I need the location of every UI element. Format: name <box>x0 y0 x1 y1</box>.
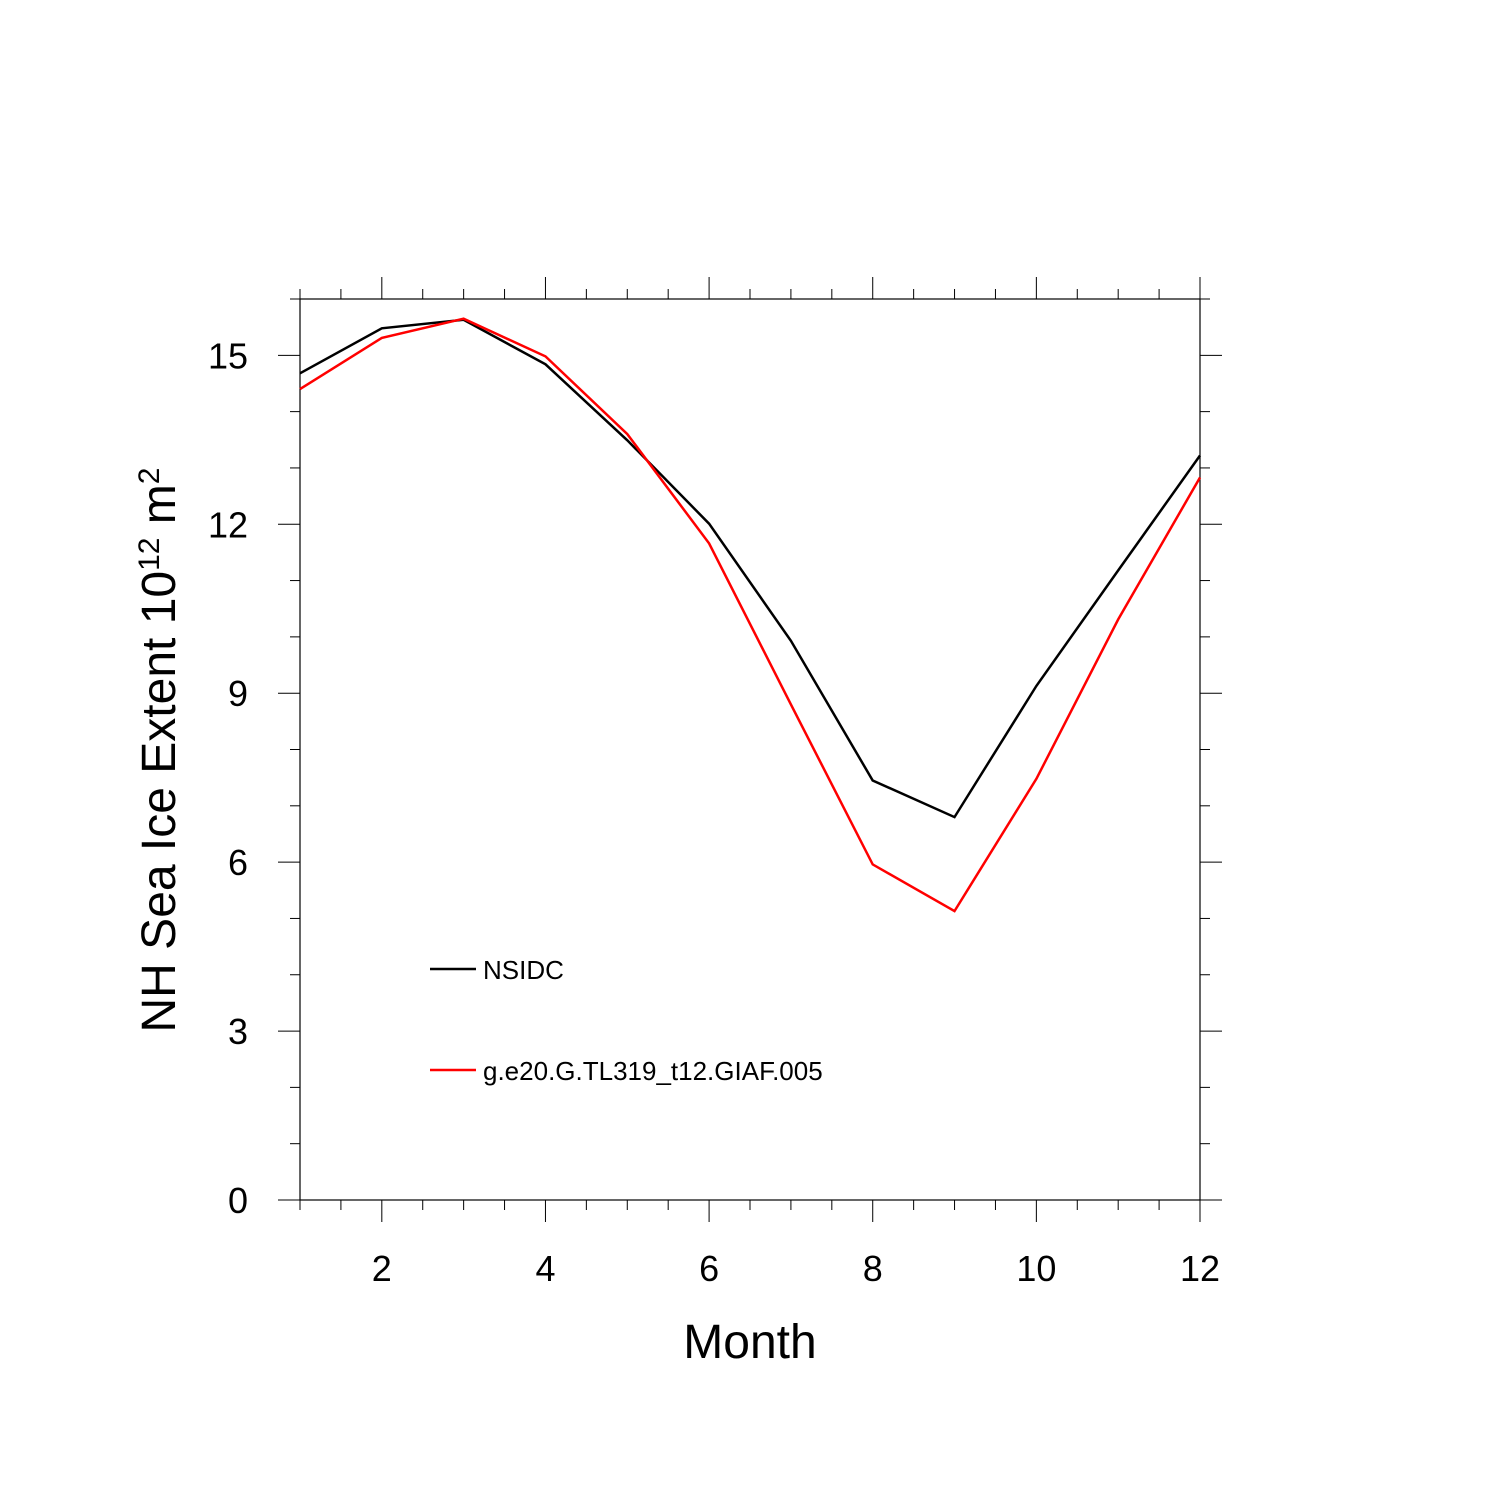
x-tick-label: 6 <box>699 1248 719 1289</box>
x-tick-label: 8 <box>863 1248 883 1289</box>
y-tick-label: 15 <box>208 335 248 376</box>
series-lines <box>299 317 1202 913</box>
x-tick-label: 4 <box>535 1248 555 1289</box>
legend-label-model: g.e20.G.TL319_t12.GIAF.005 <box>483 1056 823 1086</box>
axis-ticks <box>278 277 1222 1222</box>
y-axis-title-exponent: 12 <box>133 538 166 571</box>
series-line-0 <box>299 318 1202 819</box>
x-tick-label: 12 <box>1180 1248 1220 1289</box>
legend: NSIDC g.e20.G.TL319_t12.GIAF.005 <box>430 955 823 1086</box>
y-tick-label: 9 <box>228 673 248 714</box>
y-tick-label: 0 <box>228 1180 248 1221</box>
x-tick-label: 10 <box>1016 1248 1056 1289</box>
y-tick-label: 12 <box>208 504 248 545</box>
x-tick-label: 2 <box>372 1248 392 1289</box>
series-line-1 <box>299 317 1202 913</box>
x-axis-title: Month <box>683 1316 816 1369</box>
y-axis-title-unit-exponent: 2 <box>133 468 166 485</box>
y-axis-title: NH Sea Ice Extent 1012 m2 <box>133 468 187 1033</box>
y-axis-title-unit: m <box>133 484 186 537</box>
axis-tick-labels: 2 4 6 8 10 12 0 3 6 9 12 15 <box>208 335 1220 1289</box>
y-tick-label: 6 <box>228 842 248 883</box>
legend-label-nsidc: NSIDC <box>483 955 564 985</box>
y-tick-label: 3 <box>228 1011 248 1052</box>
y-axis-title-main: NH Sea Ice Extent 10 <box>133 571 186 1033</box>
